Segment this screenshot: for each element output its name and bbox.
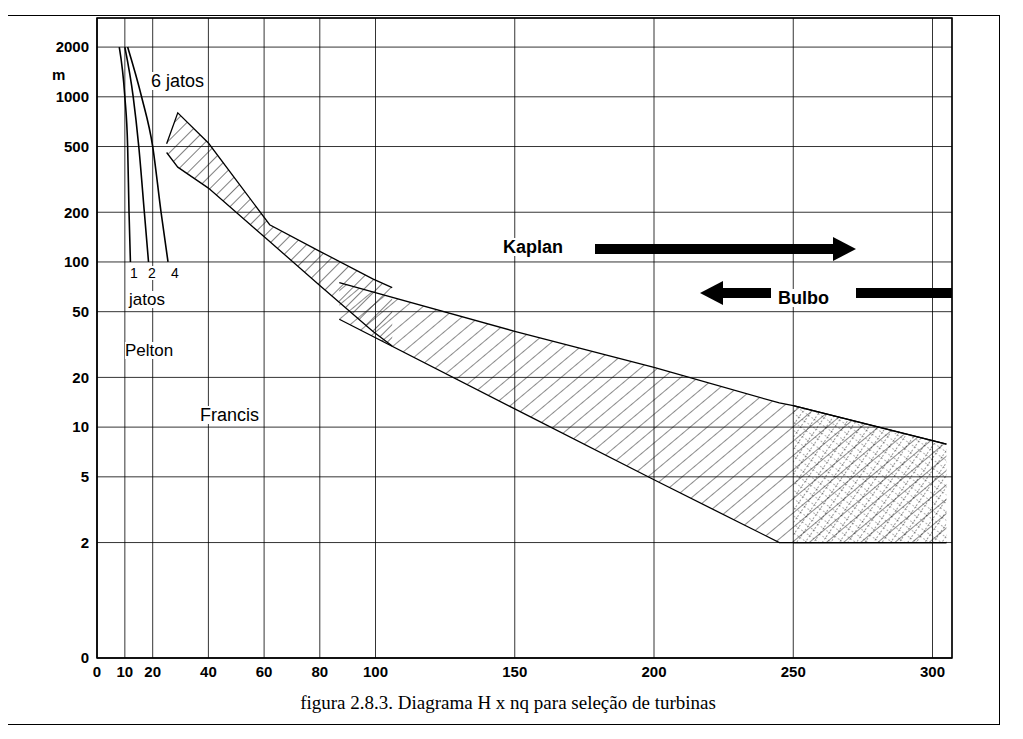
svg-text:20: 20 [72,369,89,386]
html-text:m: m [52,66,66,83]
svg-text:100: 100 [363,663,388,680]
html-text:1: 1 [130,265,138,281]
html-text:2: 2 [148,265,156,281]
svg-text:150: 150 [502,663,527,680]
svg-text:2000: 2000 [56,38,89,55]
svg-text:20: 20 [144,663,161,680]
html-text:4: 4 [171,265,179,281]
svg-text:80: 80 [311,663,328,680]
svg-text:1000: 1000 [56,88,89,105]
svg-text:40: 40 [200,663,217,680]
html-text:jatos: jatos [129,290,165,309]
svg-text:250: 250 [781,663,806,680]
svg-text:0: 0 [81,649,89,666]
html-text:6 jatos: 6 jatos [151,71,204,91]
svg-text:10: 10 [117,663,134,680]
svg-text:2: 2 [81,534,89,551]
svg-text:200: 200 [64,204,89,221]
svg-text:300: 300 [920,663,945,680]
svg-text:200: 200 [641,663,666,680]
svg-text:100: 100 [64,253,89,270]
svg-text:5: 5 [81,468,89,485]
html-text:Pelton: Pelton [125,341,174,360]
svg-text:500: 500 [64,138,89,155]
svg-text:10: 10 [72,418,89,435]
html-text:figura 2.8.3. Diagrama H x nq: figura 2.8.3. Diagrama H x nq para seleç… [300,692,716,713]
svg-text:0: 0 [93,663,101,680]
html-text:Francis: Francis [200,405,259,425]
svg-text:60: 60 [256,663,273,680]
html-text:Kaplan: Kaplan [503,237,563,257]
html-text:Bulbo: Bulbo [778,288,829,308]
svg-text:50: 50 [72,303,89,320]
